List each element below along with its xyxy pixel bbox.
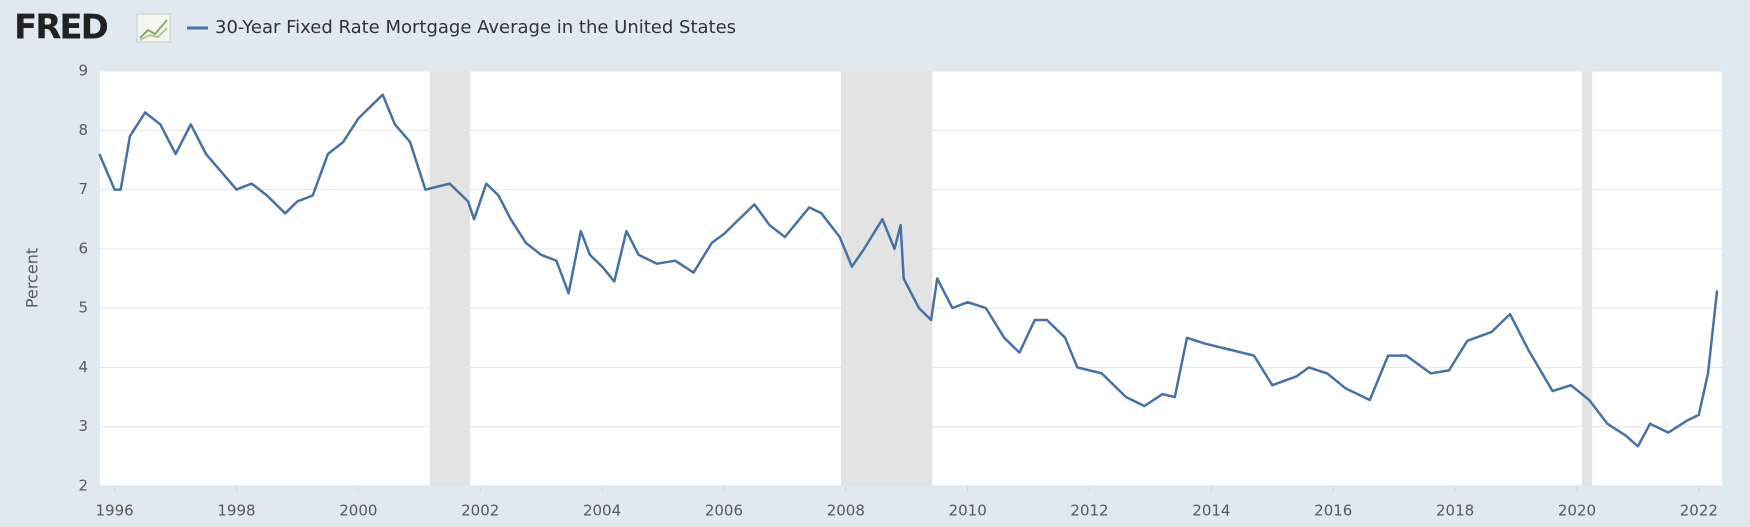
y-tick-label: 6: [78, 239, 88, 257]
y-tick-label: 3: [78, 417, 88, 435]
recession-band: [429, 71, 470, 486]
x-tick-label: 2000: [339, 502, 377, 520]
logo-icon: [136, 13, 171, 43]
y-tick-label: 7: [78, 180, 88, 198]
legend-label: 30-Year Fixed Rate Mortgage Average in t…: [215, 17, 736, 38]
x-tick-label: 2010: [949, 502, 987, 520]
x-tick-label: 1998: [217, 502, 255, 520]
x-tick-label: 2020: [1558, 502, 1596, 520]
x-tick-label: 2014: [1192, 502, 1230, 520]
y-tick-label: 2: [78, 477, 88, 495]
y-axis-label: Percent: [23, 248, 42, 308]
x-tick-label: 2004: [583, 502, 621, 520]
y-tick-label: 9: [78, 62, 88, 80]
recession-band: [840, 71, 933, 486]
x-tick-label: 1996: [96, 502, 134, 520]
logo: FRED: [14, 8, 108, 48]
x-tick-label: 2022: [1680, 502, 1718, 520]
recession-band: [1581, 71, 1593, 486]
x-tick-label: 2012: [1070, 502, 1108, 520]
x-tick-label: 2002: [461, 502, 499, 520]
data-line: [98, 93, 1719, 448]
x-tick-label: 2016: [1314, 502, 1352, 520]
y-tick-label: 5: [78, 299, 88, 317]
y-tick-label: 4: [78, 358, 88, 376]
x-tick-label: 2008: [827, 502, 865, 520]
y-tick-label: 8: [78, 121, 88, 139]
x-tick-label: 2018: [1436, 502, 1474, 520]
x-tick-label: 2006: [705, 502, 743, 520]
